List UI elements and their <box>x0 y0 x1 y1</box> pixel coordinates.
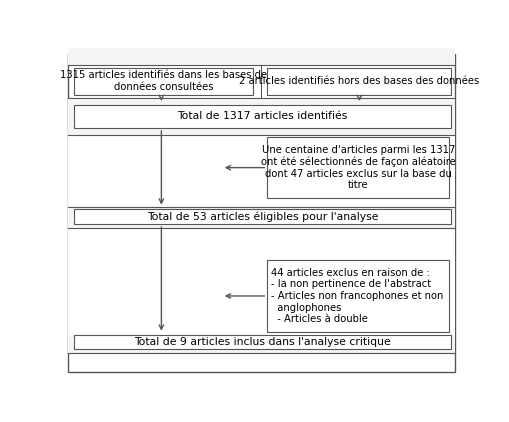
Bar <box>68 48 454 65</box>
Bar <box>267 137 448 198</box>
Text: Une centaine d'articles parmi les 1317
ont été sélectionnés de façon aléatoire
d: Une centaine d'articles parmi les 1317 o… <box>260 145 455 190</box>
Text: 1315 articles identifiés dans les bases de
données consultées: 1315 articles identifiés dans les bases … <box>60 70 267 92</box>
Text: Total de 1317 articles identifiés: Total de 1317 articles identifiés <box>177 111 347 121</box>
Text: 44 articles exclus en raison de :
- la non pertinence de l'abstract
- Articles n: 44 articles exclus en raison de : - la n… <box>271 268 443 324</box>
Bar <box>73 335 450 349</box>
Bar <box>68 135 454 228</box>
Text: 2 articles identifiés hors des bases des données: 2 articles identifiés hors des bases des… <box>239 76 478 86</box>
Bar <box>73 208 450 224</box>
Bar <box>267 68 450 95</box>
Bar <box>68 207 454 228</box>
Bar <box>73 105 450 128</box>
Bar <box>73 68 253 95</box>
Bar <box>267 260 448 332</box>
Text: Total de 9 articles inclus dans l'analyse critique: Total de 9 articles inclus dans l'analys… <box>134 337 390 347</box>
Text: Total de 53 articles éligibles pour l'analyse: Total de 53 articles éligibles pour l'an… <box>146 211 377 222</box>
Bar <box>68 228 454 353</box>
Bar <box>68 335 454 353</box>
Bar <box>68 98 454 135</box>
